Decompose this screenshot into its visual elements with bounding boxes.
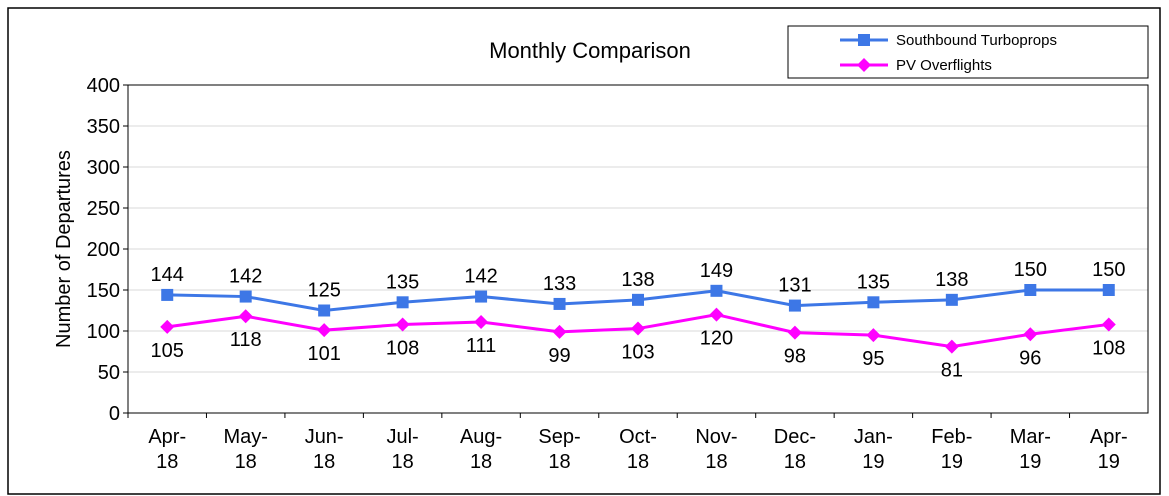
data-label: 105	[151, 340, 184, 362]
y-tick-label: 0	[109, 403, 120, 425]
point	[475, 290, 488, 303]
chart-border	[7, 7, 1161, 495]
y-tick-label: 400	[87, 75, 120, 97]
point	[631, 321, 645, 336]
point	[944, 339, 959, 354]
data-label: 108	[1092, 337, 1125, 359]
data-label: 135	[857, 271, 890, 293]
point	[1024, 284, 1037, 296]
x-tick-label: Mar-19	[1010, 426, 1051, 473]
point	[474, 314, 489, 329]
x-tick-label: Aug-18	[460, 426, 502, 473]
data-label: 120	[700, 328, 733, 350]
data-label: 108	[386, 337, 419, 359]
data-label: 150	[1092, 259, 1125, 281]
legend-label: PV Overflights	[896, 57, 992, 74]
point	[395, 317, 410, 332]
point	[161, 288, 174, 301]
data-label: 95	[862, 348, 884, 370]
data-label: 133	[543, 273, 576, 295]
x-tick-label: May-18	[223, 426, 267, 473]
data-label: 138	[935, 269, 968, 291]
point	[1101, 317, 1116, 332]
point	[238, 309, 253, 324]
data-label: 101	[307, 343, 340, 365]
x-tick-label: Nov-18	[695, 426, 737, 473]
x-tick-label: Jun-18	[305, 426, 344, 473]
data-label: 144	[151, 264, 184, 286]
x-tick-label: Sep-18	[538, 426, 580, 473]
data-label: 96	[1019, 347, 1041, 369]
point	[867, 296, 880, 309]
chart-title: Monthly Comparison	[489, 38, 691, 63]
plot-frame	[127, 84, 1149, 414]
data-label: 98	[784, 346, 806, 368]
x-tick-label: Dec-18	[774, 426, 816, 473]
data-label: 135	[386, 271, 419, 293]
point	[1102, 284, 1115, 296]
y-tick-label: 350	[87, 116, 120, 138]
legend-label: Southbound Turboprops	[896, 32, 1057, 49]
data-label: 99	[548, 345, 570, 367]
point	[787, 325, 802, 340]
point	[710, 284, 723, 297]
x-tick-label: Apr-19	[1090, 426, 1128, 473]
point	[632, 293, 644, 306]
point	[160, 319, 175, 334]
data-label: 111	[466, 335, 496, 357]
x-tick-label: Feb-19	[931, 426, 972, 473]
point	[858, 34, 870, 46]
data-label: 125	[307, 280, 340, 302]
data-label: 142	[229, 266, 262, 288]
data-label: 149	[700, 260, 733, 282]
data-label: 142	[464, 266, 497, 288]
data-label: 138	[621, 269, 654, 291]
point	[318, 304, 331, 317]
x-tick-label: Oct-18	[619, 426, 657, 473]
y-tick-label: 250	[87, 198, 120, 220]
point	[396, 296, 409, 309]
x-tick-label: Jul-18	[386, 426, 418, 473]
point	[1023, 327, 1038, 342]
y-tick-label: 50	[98, 362, 120, 384]
y-tick-label: 300	[87, 157, 120, 179]
point	[553, 297, 566, 310]
data-label: 150	[1014, 259, 1047, 281]
point	[709, 307, 724, 322]
point	[239, 290, 252, 303]
data-label: 103	[621, 342, 654, 364]
point	[317, 323, 332, 338]
data-label: 81	[941, 360, 963, 382]
legend	[787, 25, 1149, 79]
point	[866, 328, 881, 343]
y-tick-label: 200	[87, 239, 120, 261]
data-label: 131	[778, 275, 811, 297]
point	[857, 58, 871, 72]
x-tick-label: Jan-19	[854, 426, 893, 473]
x-tick-label: Apr-18	[148, 426, 186, 473]
y-tick-label: 100	[87, 321, 120, 343]
y-tick-label: 150	[87, 280, 120, 302]
point	[788, 299, 801, 312]
point	[552, 324, 567, 339]
point	[945, 293, 958, 306]
y-axis-label: Number of Departures	[53, 150, 75, 348]
data-label: 118	[230, 329, 262, 351]
